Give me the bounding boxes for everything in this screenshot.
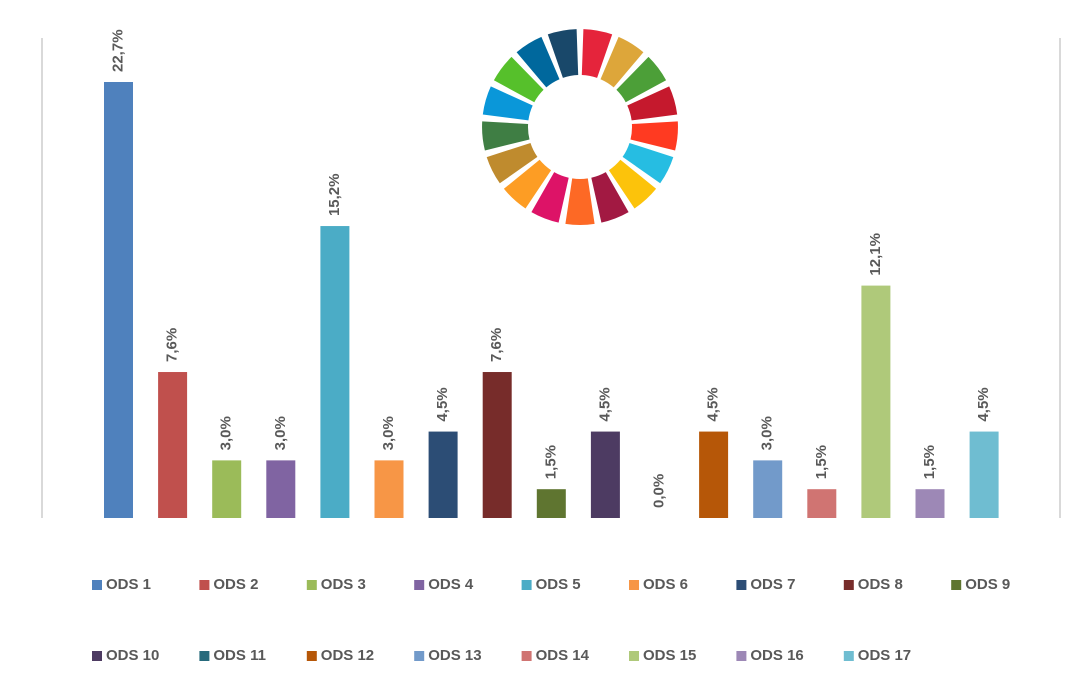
wheel-segment (547, 29, 579, 78)
bar (753, 460, 783, 518)
legend-label: ODS 16 (750, 647, 803, 664)
wheel-segment (493, 56, 544, 103)
data-label: 1,5% (921, 445, 938, 479)
bar (428, 431, 458, 518)
legend-swatch (951, 580, 962, 590)
legend-label: ODS 9 (965, 576, 1010, 593)
data-label: 4,5% (596, 387, 613, 421)
legend-label: ODS 14 (536, 647, 590, 664)
data-label: 22,7% (109, 29, 126, 72)
legend-swatch (736, 651, 747, 661)
legend-swatch (306, 651, 317, 661)
data-label: 7,6% (488, 328, 505, 362)
bar (861, 285, 891, 518)
legend-label: ODS 1 (106, 576, 151, 593)
wheel-segment (486, 143, 538, 184)
wheel-segment (600, 36, 644, 88)
wheel-segment (608, 159, 657, 209)
legend-swatch (843, 651, 854, 661)
wheel-segment (581, 29, 613, 78)
bar (807, 489, 837, 518)
data-label: 12,1% (867, 233, 884, 276)
legend-label: ODS 17 (858, 647, 911, 664)
wheel-segment (622, 143, 674, 184)
data-label: 1,5% (813, 445, 830, 479)
legend-swatch (521, 651, 532, 661)
wheel-segment (503, 159, 552, 209)
legend-label: ODS 11 (213, 647, 266, 664)
legend-swatch (306, 580, 317, 590)
bar (536, 489, 566, 518)
wheel-segment (616, 56, 667, 103)
bar (590, 431, 620, 518)
data-label: 1,5% (542, 445, 559, 479)
legend-label: ODS 3 (321, 576, 366, 593)
bar (699, 431, 729, 518)
legend-label: ODS 15 (643, 647, 696, 664)
data-label: 0,0% (650, 474, 667, 508)
wheel-segment (531, 172, 569, 223)
bar (320, 226, 350, 518)
legend-label: ODS 10 (106, 647, 159, 664)
wheel-segment (516, 36, 560, 88)
legend-label: ODS 13 (428, 647, 481, 664)
wheel-segment (630, 121, 678, 151)
wheel-segment (482, 121, 530, 151)
legend-label: ODS 2 (213, 576, 258, 593)
wheel-segment (482, 86, 533, 121)
legend-swatch (414, 651, 425, 661)
legend-swatch (414, 580, 425, 590)
wheel-segment (591, 172, 629, 223)
data-label: 3,0% (218, 416, 235, 450)
data-label: 4,5% (705, 387, 722, 421)
bar (969, 431, 999, 518)
bar (915, 489, 945, 518)
legend-swatch (199, 651, 210, 661)
wheel-segment (565, 178, 595, 225)
legend-label: ODS 4 (428, 576, 474, 593)
bar (158, 372, 188, 518)
legend-label: ODS 7 (750, 576, 795, 593)
legend-swatch (736, 580, 747, 590)
data-label: 15,2% (326, 174, 343, 217)
legend-swatch (199, 580, 210, 590)
legend-swatch (521, 580, 532, 590)
legend-label: ODS 12 (321, 647, 374, 664)
sdg-wheel (482, 29, 678, 225)
legend-swatch (843, 580, 854, 590)
legend-label: ODS 8 (858, 576, 903, 593)
bar (212, 460, 242, 518)
data-label: 4,5% (975, 387, 992, 421)
data-label: 3,0% (272, 416, 289, 450)
legend-swatch (92, 580, 102, 590)
data-label: 7,6% (164, 328, 181, 362)
bar (266, 460, 296, 518)
legend-label: ODS 6 (643, 576, 688, 593)
legend-swatch (629, 651, 639, 661)
data-label: 3,0% (759, 416, 776, 450)
legend-swatch (629, 580, 639, 590)
legend-label: ODS 5 (536, 576, 581, 593)
bar (482, 372, 512, 518)
bar (104, 82, 133, 518)
data-label: 3,0% (380, 416, 397, 450)
data-label: 4,5% (434, 387, 451, 421)
legend-swatch (92, 651, 102, 661)
wheel-segment (627, 86, 678, 121)
bar (374, 460, 404, 518)
